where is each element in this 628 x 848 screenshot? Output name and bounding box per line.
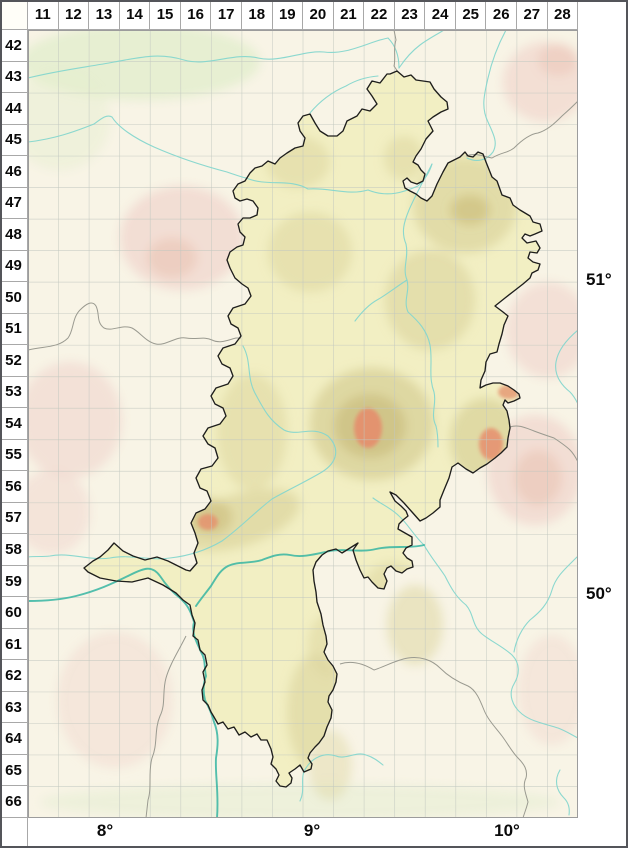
row-label: 47: [0, 188, 27, 220]
row-label: 44: [0, 93, 27, 125]
neighbor-borders: [28, 30, 578, 818]
column-label: 28: [548, 0, 579, 29]
column-label: 15: [150, 0, 181, 29]
column-label: 18: [242, 0, 273, 29]
row-label: 66: [0, 786, 27, 818]
row-label: 60: [0, 597, 27, 629]
row-label: 42: [0, 30, 27, 62]
map-frame: [28, 30, 578, 818]
row-label: 57: [0, 503, 27, 535]
latitude-label: 50°: [586, 584, 612, 603]
row-label: 62: [0, 660, 27, 692]
row-label: 49: [0, 251, 27, 283]
column-header: 11 12 13 14 15 16 17 18 19 20 21 22 23 24 25 26 27 28: [28, 0, 579, 30]
row-label: 54: [0, 408, 27, 440]
row-label: 61: [0, 629, 27, 661]
row-label: 56: [0, 471, 27, 503]
column-label: 25: [456, 0, 487, 29]
column-label: 24: [425, 0, 456, 29]
column-label: 14: [120, 0, 151, 29]
surrounding-terrain: [28, 30, 578, 818]
longitude-label: 10°: [494, 821, 520, 840]
grid-lines: [28, 30, 578, 818]
row-label: 55: [0, 440, 27, 472]
column-label: 20: [303, 0, 334, 29]
column-label: 27: [517, 0, 548, 29]
map-area: [28, 30, 578, 818]
column-label: 19: [273, 0, 304, 29]
row-label: 65: [0, 755, 27, 787]
column-label: 12: [59, 0, 90, 29]
latitude-label: 51°: [586, 270, 612, 289]
row-label: 59: [0, 566, 27, 598]
column-label: 13: [89, 0, 120, 29]
row-label: 58: [0, 534, 27, 566]
column-label: 11: [28, 0, 59, 29]
row-label: 51: [0, 314, 27, 346]
column-label: 21: [334, 0, 365, 29]
row-label: 64: [0, 723, 27, 755]
row-label: 46: [0, 156, 27, 188]
row-header: 42 43 44 45 46 47 48 49 50 51 52 53 54 55 56 57 58 59 60 61…: [0, 30, 28, 848]
column-label: 23: [395, 0, 426, 29]
row-label: 45: [0, 125, 27, 157]
row-label: 52: [0, 345, 27, 377]
row-label: 43: [0, 62, 27, 94]
row-label: 48: [0, 219, 27, 251]
longitude-label: 9°: [303, 821, 321, 840]
row-label: 63: [0, 692, 27, 724]
column-label: 26: [486, 0, 517, 29]
grid-corner-cell: [0, 0, 28, 30]
row-label: 50: [0, 282, 27, 314]
row-label: 53: [0, 377, 27, 409]
column-label: 17: [211, 0, 242, 29]
map-canvas: [28, 30, 578, 818]
longitude-label: 8°: [96, 821, 114, 840]
column-label: 22: [364, 0, 395, 29]
column-label: 16: [181, 0, 212, 29]
